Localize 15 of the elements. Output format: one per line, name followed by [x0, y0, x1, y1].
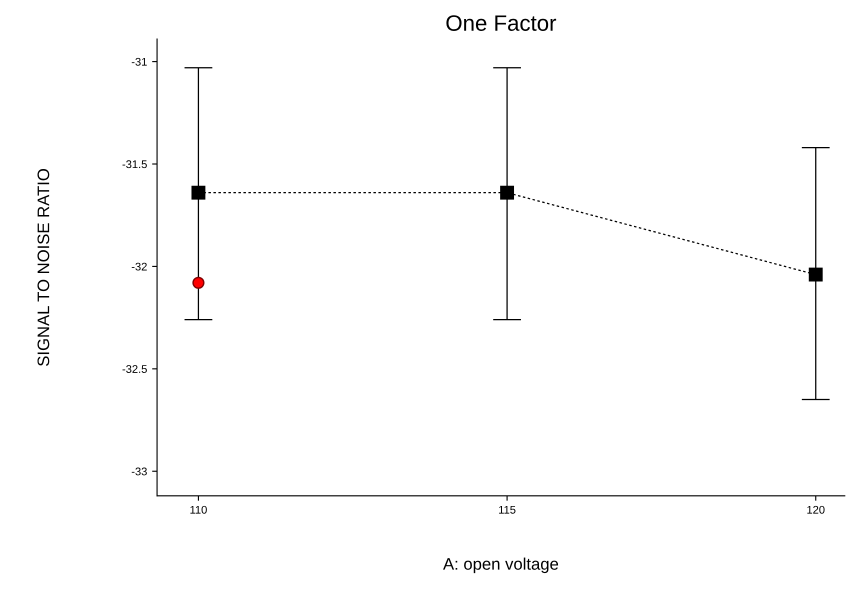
point [808, 268, 823, 282]
point [500, 186, 514, 200]
x-tick-label: 110 [190, 506, 207, 514]
chart-title: One Factor [446, 15, 556, 31]
y-tick-label: -31.5 [122, 160, 147, 168]
x-tick-label: 120 [807, 506, 825, 514]
y-tick-label: -31 [132, 58, 147, 66]
y-tick-label: -32.5 [122, 365, 147, 373]
x-tick-label: 115 [499, 506, 516, 514]
x-axis-title: A: open voltage [443, 558, 558, 574]
point [191, 186, 206, 200]
y-tick-label: -32 [132, 262, 147, 271]
y-tick-label: -33 [132, 468, 147, 476]
y-axis-title: SIGNAL TO NOISE RATIO [37, 168, 50, 366]
point [192, 276, 204, 289]
